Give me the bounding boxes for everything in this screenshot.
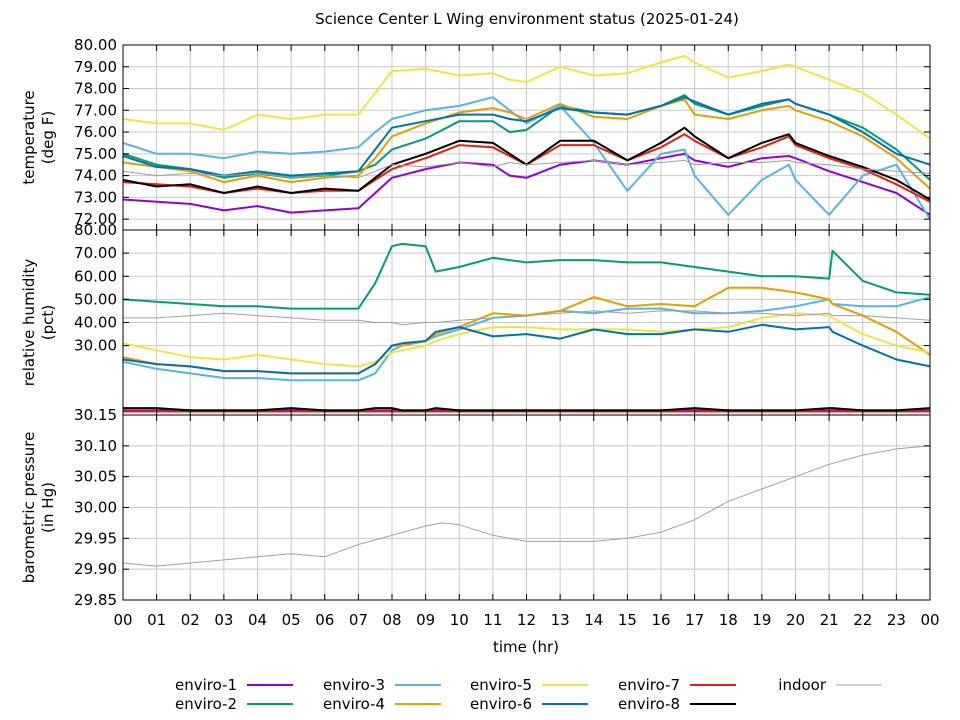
panel-2: 30.00 40.00 50.00 60.00 70.00 80.00 relative h… [20, 221, 931, 416]
legend-item-enviro-7: enviro-7 [618, 676, 736, 694]
y-axis-label: (deg F) [39, 111, 57, 164]
x-tick-label: 12 [517, 611, 536, 629]
legend-label: indoor [778, 676, 827, 694]
x-tick-label: 00 [920, 611, 939, 629]
panel-1: 72.00 73.00 74.00 75.00 76.00 77.00 78.00 79.00… [20, 36, 931, 231]
x-tick-label: 16 [651, 611, 670, 629]
series-line-enviro-2 [122, 242, 931, 310]
x-tick-label: 02 [181, 611, 200, 629]
legend-item-enviro-8: enviro-8 [618, 695, 736, 713]
legend-item-enviro-3: enviro-3 [323, 676, 441, 694]
legend-label: enviro-8 [618, 695, 680, 713]
y-tick-label: 60.00 [74, 267, 117, 285]
y-tick-label: 50.00 [74, 290, 117, 308]
series-line-enviro-6 [122, 323, 931, 375]
legend-item-enviro-1: enviro-1 [175, 676, 293, 694]
legend-item-enviro-5: enviro-5 [470, 676, 588, 694]
legend-label: enviro-4 [323, 695, 385, 713]
legend-label: enviro-1 [175, 676, 237, 694]
y-tick-label: 80.00 [74, 221, 117, 239]
series-line-enviro-4 [122, 98, 931, 190]
y-tick-label: 30.00 [74, 499, 117, 517]
legend-label: enviro-5 [470, 676, 532, 694]
legend-label: enviro-7 [618, 676, 680, 694]
x-tick-label: 17 [685, 611, 704, 629]
y-tick-label: 30.00 [74, 337, 117, 355]
y-tick-label: 76.00 [74, 123, 117, 141]
y-tick-label: 70.00 [74, 244, 117, 262]
x-tick-label: 21 [820, 611, 839, 629]
legend-item-enviro-4: enviro-4 [323, 695, 441, 713]
x-tick-label: 08 [382, 611, 401, 629]
y-tick-label: 40.00 [74, 314, 117, 332]
x-tick-labels: 00 01 02 03 04 05 06 07 08 09 10 11 12 13 14 15 16 17 18 19… [113, 611, 939, 629]
series-line-enviro-1 [122, 152, 931, 216]
x-tick-label: 09 [416, 611, 435, 629]
legend-label: enviro-6 [470, 695, 532, 713]
x-tick-label: 11 [483, 611, 502, 629]
y-tick-label: 74.00 [74, 167, 117, 185]
legend-item-indoor: indoor [778, 676, 882, 694]
y-tick-label: 73.00 [74, 188, 117, 206]
x-tick-label: 07 [349, 611, 368, 629]
x-tick-label: 14 [584, 611, 603, 629]
x-tick-label: 05 [282, 611, 301, 629]
y-tick-label: 72.00 [74, 210, 117, 228]
legend-label: enviro-2 [175, 695, 237, 713]
legend-item-enviro-6: enviro-6 [470, 695, 588, 713]
x-tick-label: 20 [786, 611, 805, 629]
x-tick-label: 04 [248, 611, 267, 629]
legend-item-enviro-2: enviro-2 [175, 695, 293, 713]
y-tick-label: 80.00 [74, 36, 117, 54]
x-tick-label: 15 [618, 611, 637, 629]
y-tick-label: 29.95 [74, 529, 117, 547]
y-tick-label: 30.10 [74, 437, 117, 455]
x-tick-label: 00 [113, 611, 132, 629]
y-tick-label: 79.00 [74, 58, 117, 76]
x-tick-label: 06 [315, 611, 334, 629]
series-line-enviro-5 [122, 54, 931, 140]
y-axis-label: relative humidity [20, 259, 38, 387]
series-line-indoor [122, 159, 931, 179]
series-line-enviro-5 [122, 312, 931, 368]
series-line-indoor [122, 445, 931, 567]
x-tick-label: 03 [214, 611, 233, 629]
x-tick-label: 13 [551, 611, 570, 629]
x-tick-label: 22 [853, 611, 872, 629]
y-axis-label: temperature [20, 90, 38, 184]
chart-title: Science Center L Wing environment status… [315, 10, 739, 28]
x-tick-label: 23 [887, 611, 906, 629]
y-tick-label: 78.00 [74, 80, 117, 98]
x-tick-label: 01 [147, 611, 166, 629]
x-tick-label: 19 [752, 611, 771, 629]
series-line-enviro-3 [122, 96, 931, 220]
x-tick-label: 18 [719, 611, 738, 629]
y-axis-label: barometric pressure [20, 432, 38, 584]
y-axis-label: (in Hg) [39, 482, 57, 533]
y-tick-label: 75.00 [74, 145, 117, 163]
series-line-indoor [123, 310, 931, 326]
y-tick-label: 77.00 [74, 101, 117, 119]
y-tick-label: 30.15 [74, 406, 117, 424]
x-tick-label: 10 [450, 611, 469, 629]
y-tick-label: 29.90 [74, 560, 117, 578]
panel-3: 29.85 29.90 29.95 30.00 30.05 30.10 30.15 barom… [20, 406, 931, 609]
y-tick-label: 30.05 [74, 468, 117, 486]
series-line-enviro-6 [122, 96, 931, 177]
y-axis-label: (pct) [39, 305, 57, 340]
y-tick-label: 29.85 [74, 591, 117, 609]
x-axis-label: time (hr) [493, 638, 559, 656]
legend-label: enviro-3 [323, 676, 385, 694]
